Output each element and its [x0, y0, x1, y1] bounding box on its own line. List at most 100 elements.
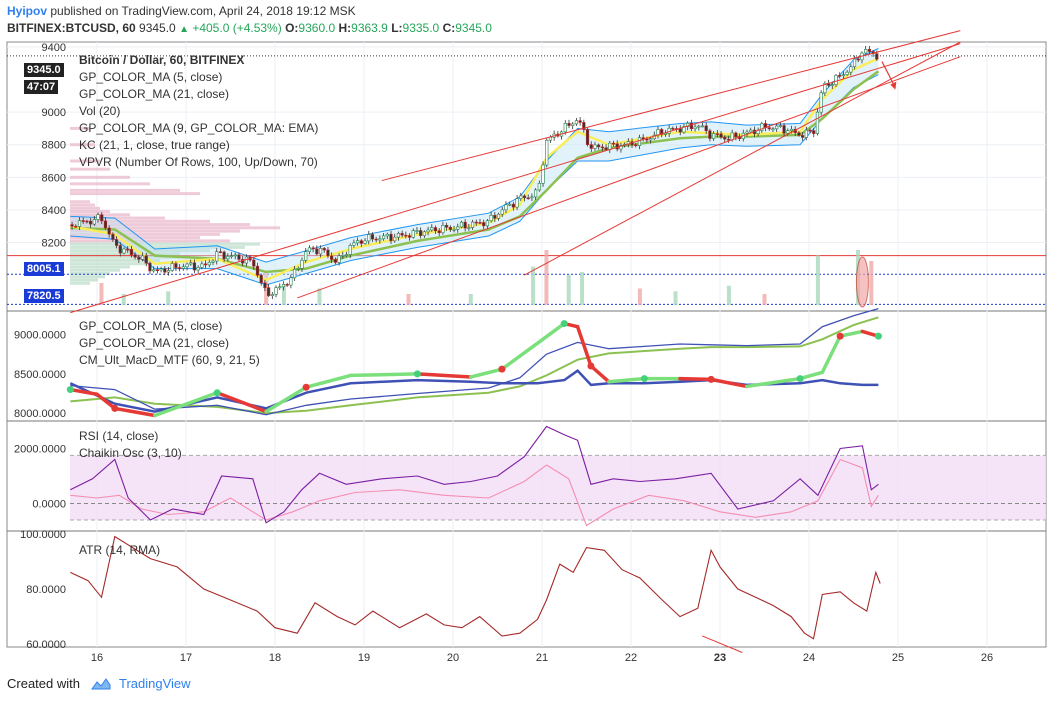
trendline: [297, 56, 961, 299]
candle-body: [760, 123, 764, 131]
x-tick-label: 22: [625, 652, 637, 664]
candle-body: [745, 131, 749, 134]
candle-body: [541, 164, 545, 184]
x-tick-label: 17: [180, 652, 192, 664]
volume-profile-row: [70, 262, 150, 266]
candle-body: [437, 230, 441, 234]
candle-body: [812, 130, 816, 134]
tradingview-link[interactable]: TradingView: [119, 676, 191, 691]
candle-body: [500, 209, 504, 215]
macd-line-segment: [709, 377, 749, 389]
price-axis-label: 8400: [42, 205, 66, 217]
candle-body: [74, 225, 78, 228]
volume-profile-row: [70, 203, 95, 207]
candle-body: [389, 233, 393, 242]
legend-rsi-0: RSI (14, close): [79, 429, 159, 443]
x-tick-label: 23: [714, 652, 726, 664]
candle-body: [318, 248, 323, 255]
open-label: O:: [285, 21, 299, 35]
macd-line-segment: [304, 373, 353, 389]
rsi-line: [70, 425, 879, 524]
open-value: 9360.0: [298, 21, 336, 35]
candle-body: [111, 233, 115, 240]
macd-cross-dot: [498, 365, 506, 373]
candle-body: [300, 259, 304, 269]
candle-body: [70, 224, 74, 227]
chart-canvas[interactable]: 16 17 18 19 20 21 22 23 24 25 26 9400 9000 8800 8600 84…: [0, 0, 1053, 670]
candle-body: [819, 92, 823, 113]
candle-body: [196, 267, 200, 271]
candle-body: [203, 263, 208, 266]
candle-body: [348, 245, 352, 255]
author-link[interactable]: Hyipov: [7, 4, 48, 18]
x-tick-label: 19: [358, 652, 370, 664]
candle-body: [689, 122, 693, 130]
candle-body: [163, 268, 167, 273]
candle-body: [593, 144, 597, 149]
macd-cross-dot: [66, 386, 74, 394]
candle-body: [719, 133, 723, 138]
candle-body: [341, 254, 345, 257]
volume-bar: [869, 261, 874, 305]
macd-line-segment: [575, 324, 593, 368]
volume-profile-row: [70, 192, 200, 196]
candle-body: [708, 130, 712, 139]
candle-body: [422, 231, 426, 236]
down-arrow-icon: [890, 81, 897, 90]
macd-line-segment: [469, 367, 504, 379]
candle-body: [526, 197, 530, 200]
volume-profile-row: [70, 182, 150, 186]
candle-body: [356, 240, 360, 244]
candle-body: [830, 84, 834, 86]
candle-body: [200, 263, 204, 268]
atr-line: [70, 535, 881, 640]
symbol-line: BITFINEX:BTCUSD, 60 9345.0 ▲ +405.0 (+4.…: [7, 21, 492, 35]
volume-profile-row: [70, 213, 130, 217]
volume-bar: [468, 294, 473, 305]
close-label: C:: [442, 21, 456, 35]
volume-bar: [317, 288, 322, 305]
volume-bar: [121, 294, 126, 305]
candle-body: [849, 66, 853, 73]
candle-body: [608, 142, 612, 151]
price-axis-label: 8800: [42, 140, 66, 152]
volume-profile-row: [70, 249, 210, 253]
candle-body: [530, 196, 534, 199]
candle-body: [845, 71, 849, 76]
macd-cross-dot: [302, 383, 310, 391]
volume-bar: [726, 285, 731, 305]
candle-body: [730, 132, 734, 141]
candle-body: [433, 227, 438, 232]
candle-body: [489, 214, 493, 222]
candle-body: [226, 256, 230, 260]
volume-bar: [762, 294, 767, 305]
candle-body: [671, 127, 675, 130]
volume-bar: [566, 274, 571, 305]
candle-body: [585, 129, 590, 145]
candle-body: [77, 220, 82, 227]
candle-body: [333, 259, 337, 263]
candle-body: [107, 227, 111, 235]
candle-body: [222, 251, 226, 260]
volume-bar: [531, 266, 536, 305]
volume-profile-row: [70, 206, 100, 210]
candle-body: [407, 235, 412, 238]
legend-main-2: GP_COLOR_MA (21, close): [79, 87, 230, 101]
candle-body: [307, 247, 312, 252]
atr-axis-label: 80.0000: [26, 584, 66, 596]
candle-body: [92, 219, 96, 225]
volume-profile-row: [70, 159, 100, 163]
candle-body: [129, 249, 134, 255]
x-tick-label: 24: [803, 652, 815, 664]
candle-body: [749, 129, 753, 133]
candle-body: [296, 268, 300, 270]
candle-body: [285, 284, 289, 286]
candle-body: [808, 129, 812, 132]
macd-slow-ma: [70, 316, 879, 415]
candle-body: [619, 145, 623, 150]
candle-body: [359, 240, 363, 244]
candle-body: [322, 248, 326, 251]
atr-axis-label: 60.0000: [26, 639, 66, 651]
macd-cross-dot: [836, 332, 844, 340]
volume-profile-row: [70, 126, 90, 130]
